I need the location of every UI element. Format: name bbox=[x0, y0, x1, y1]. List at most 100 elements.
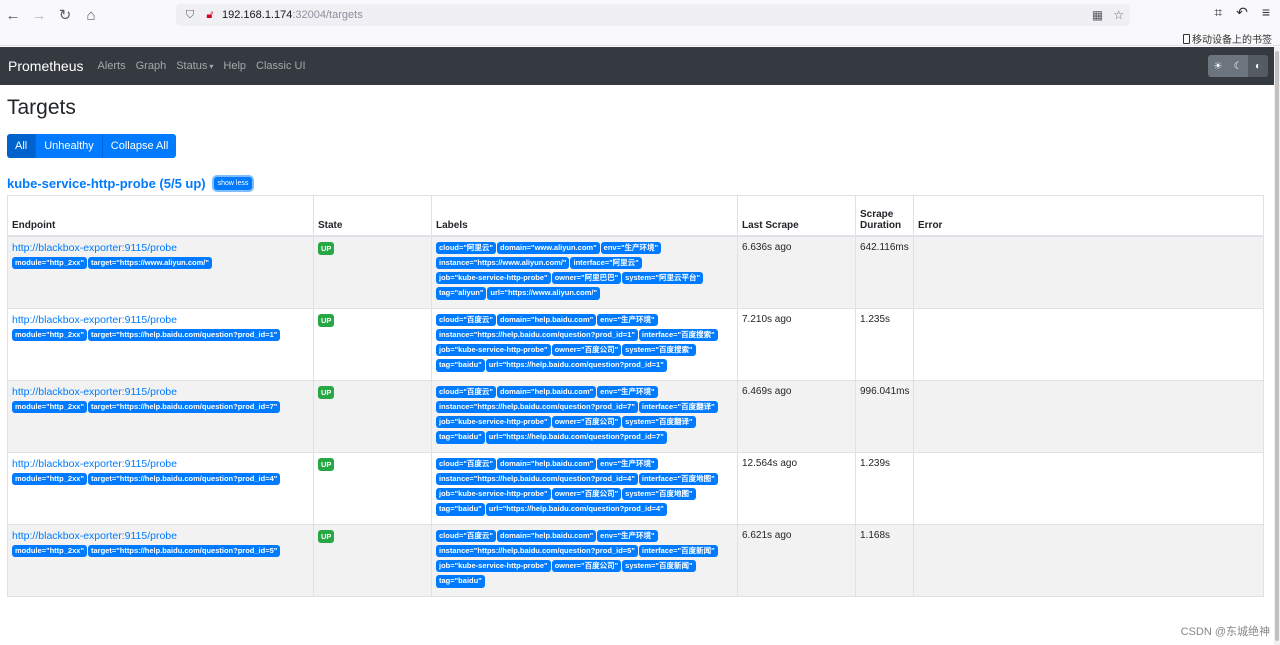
label-badge: domain="help.baidu.com" bbox=[497, 313, 597, 326]
label-badge: env="生产环境" bbox=[597, 529, 658, 542]
table-header-row: Endpoint State Labels Last Scrape Scrape… bbox=[7, 195, 1264, 237]
endpoint-cell: http://blackbox-exporter:9115/probe modul… bbox=[7, 307, 314, 381]
nav-classic-ui[interactable]: Classic UI bbox=[256, 60, 306, 72]
scrape-duration-cell: 1.239s bbox=[855, 451, 914, 525]
bookmark-star-icon[interactable]: ☆ bbox=[1113, 8, 1124, 22]
nav-alerts[interactable]: Alerts bbox=[97, 60, 126, 72]
labels-cell: cloud="百度云" domain="help.baidu.com" env="生… bbox=[431, 451, 738, 525]
label-badge: instance="https://help.baidu.com/questio… bbox=[436, 400, 638, 413]
param-badge: target="https://help.baidu.com/question?… bbox=[88, 472, 281, 485]
col-scrape-duration: Scrape Duration bbox=[855, 195, 914, 237]
phone-icon bbox=[1183, 33, 1190, 44]
url-bar[interactable]: ⛉ 🔓︎ 192.168.1.174:32004/targets ▦ ☆ bbox=[176, 4, 1130, 26]
param-badge: target="https://help.baidu.com/question?… bbox=[88, 328, 281, 341]
label-badge: owner="百度公司" bbox=[551, 488, 622, 501]
last-scrape-cell: 6.469s ago bbox=[737, 379, 856, 453]
label-badge: interface="百度地图" bbox=[638, 472, 718, 485]
browser-chrome: ← → ↻ ⌂ ⛉ 🔓︎ 192.168.1.174:32004/targets… bbox=[0, 0, 1280, 46]
dark-theme-icon[interactable]: ☾ bbox=[1233, 60, 1243, 72]
mobile-bookmarks[interactable]: 移动设备上的书签 bbox=[1183, 31, 1272, 46]
brand-link[interactable]: Prometheus bbox=[8, 58, 84, 74]
col-error: Error bbox=[913, 195, 1264, 237]
label-badge: job="kube-service-http-probe" bbox=[436, 344, 551, 357]
back-icon[interactable]: ← bbox=[5, 6, 21, 24]
state-badge: UP bbox=[318, 241, 335, 255]
undo-icon[interactable]: ↶ bbox=[1236, 4, 1248, 20]
label-badge: interface="百度翻译" bbox=[638, 400, 718, 413]
collapse-all-button[interactable]: Collapse All bbox=[102, 134, 177, 158]
url-path: :32004/targets bbox=[292, 9, 363, 21]
state-cell: UP bbox=[313, 523, 432, 597]
label-badge: cloud="百度云" bbox=[436, 385, 496, 398]
param-badge: module="http_2xx" bbox=[12, 256, 88, 269]
endpoint-link[interactable]: http://blackbox-exporter:9115/probe bbox=[12, 313, 177, 326]
home-icon[interactable]: ⌂ bbox=[86, 6, 96, 24]
label-badge: owner="百度公司" bbox=[551, 344, 622, 357]
label-badge: env="生产环境" bbox=[597, 457, 658, 470]
param-badge: module="http_2xx" bbox=[12, 400, 88, 413]
endpoint-link[interactable]: http://blackbox-exporter:9115/probe bbox=[12, 529, 177, 542]
endpoint-link[interactable]: http://blackbox-exporter:9115/probe bbox=[12, 457, 177, 470]
pool-title-link[interactable]: kube-service-http-probe (5/5 up) bbox=[7, 176, 206, 191]
endpoint-cell: http://blackbox-exporter:9115/probe modul… bbox=[7, 235, 314, 309]
label-badge: owner="百度公司" bbox=[551, 416, 622, 429]
navbar: Prometheus Alerts Graph Status Help Clas… bbox=[0, 47, 1274, 85]
param-badge: target="https://help.baidu.com/question?… bbox=[88, 400, 281, 413]
reload-icon[interactable]: ↻ bbox=[58, 7, 72, 24]
label-badge: cloud="百度云" bbox=[436, 457, 496, 470]
label-badge: tag="aliyun" bbox=[436, 287, 487, 300]
label-badge: url="https://www.aliyun.com/" bbox=[487, 287, 601, 300]
labels-cell: cloud="百度云" domain="help.baidu.com" env="生… bbox=[431, 307, 738, 381]
watermark: CSDN @东城绝神 bbox=[1180, 626, 1270, 638]
label-badge: system="百度翻译" bbox=[622, 416, 696, 429]
label-badge: domain="help.baidu.com" bbox=[497, 457, 597, 470]
label-badge: url="https://help.baidu.com/question?pro… bbox=[485, 503, 667, 516]
filter-button-group: All Unhealthy Collapse All bbox=[7, 134, 1267, 158]
col-state: State bbox=[313, 195, 432, 237]
state-badge: UP bbox=[318, 385, 335, 399]
label-badge: tag="baidu" bbox=[436, 575, 485, 588]
pool-header: kube-service-http-probe (5/5 up) show le… bbox=[7, 176, 1267, 191]
filter-all-button[interactable]: All bbox=[7, 134, 37, 158]
label-badge: domain="www.aliyun.com" bbox=[497, 241, 600, 254]
label-badge: cloud="百度云" bbox=[436, 313, 496, 326]
light-theme-icon[interactable]: ☀ bbox=[1213, 60, 1223, 72]
col-last-scrape: Last Scrape bbox=[737, 195, 856, 237]
show-less-button[interactable]: show less bbox=[213, 177, 253, 190]
error-cell bbox=[913, 379, 1264, 453]
page-scrollbar[interactable] bbox=[1274, 47, 1280, 645]
label-badge: job="kube-service-http-probe" bbox=[436, 416, 551, 429]
table-row: http://blackbox-exporter:9115/probe modul… bbox=[7, 307, 1264, 381]
label-badge: env="生产环境" bbox=[600, 241, 662, 254]
label-badge: url="https://help.baidu.com/question?pro… bbox=[485, 431, 667, 444]
targets-table: Endpoint State Labels Last Scrape Scrape… bbox=[7, 195, 1264, 597]
nav-graph[interactable]: Graph bbox=[135, 60, 167, 72]
error-cell bbox=[913, 451, 1264, 525]
forward-icon[interactable]: → bbox=[31, 6, 47, 24]
endpoint-link[interactable]: http://blackbox-exporter:9115/probe bbox=[12, 241, 177, 254]
label-badge: system="百度搜索" bbox=[622, 344, 696, 357]
error-cell bbox=[913, 307, 1264, 381]
table-row: http://blackbox-exporter:9115/probe modul… bbox=[7, 379, 1264, 453]
table-row: http://blackbox-exporter:9115/probe modul… bbox=[7, 523, 1264, 597]
error-cell bbox=[913, 523, 1264, 597]
nav-help[interactable]: Help bbox=[223, 60, 247, 72]
auto-theme-icon[interactable]: ◐ bbox=[1248, 55, 1268, 77]
menu-icon[interactable]: ≡ bbox=[1261, 4, 1270, 20]
label-badge: cloud="阿里云" bbox=[436, 241, 496, 254]
url-host: 192.168.1.174 bbox=[222, 9, 293, 21]
scrape-duration-cell: 642.116ms bbox=[855, 235, 914, 309]
param-badge: module="http_2xx" bbox=[12, 472, 88, 485]
scrape-duration-cell: 1.168s bbox=[855, 523, 914, 597]
param-badge: target="https://help.baidu.com/question?… bbox=[88, 544, 281, 557]
filter-unhealthy-button[interactable]: Unhealthy bbox=[36, 134, 103, 158]
label-badge: instance="https://www.aliyun.com/" bbox=[436, 256, 570, 269]
mobile-bookmarks-label: 移动设备上的书签 bbox=[1192, 35, 1272, 46]
qr-code-icon[interactable]: ▦ bbox=[1091, 8, 1104, 22]
screenshot-icon[interactable]: ⌗ bbox=[1214, 4, 1223, 20]
nav-status-dropdown[interactable]: Status bbox=[176, 60, 213, 72]
label-badge: url="https://help.baidu.com/question?pro… bbox=[485, 359, 667, 372]
endpoint-link[interactable]: http://blackbox-exporter:9115/probe bbox=[12, 385, 177, 398]
label-badge: domain="help.baidu.com" bbox=[497, 385, 597, 398]
label-badge: job="kube-service-http-probe" bbox=[436, 488, 551, 501]
